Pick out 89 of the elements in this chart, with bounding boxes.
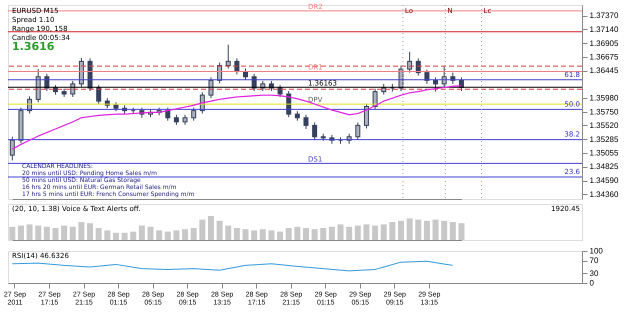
bar — [164, 232, 171, 240]
y-tick-label: 1.35055 — [590, 148, 619, 158]
y-tick-label: 1.36905 — [590, 38, 619, 48]
bar — [216, 220, 223, 240]
bar — [104, 230, 110, 240]
candlestick — [78, 57, 84, 88]
bar — [61, 226, 68, 240]
bar — [18, 226, 24, 240]
bar — [122, 232, 128, 240]
bar — [312, 229, 318, 240]
bar — [78, 222, 84, 240]
bar — [389, 222, 396, 240]
bar — [234, 228, 240, 240]
bar — [363, 224, 370, 240]
candlestick — [191, 107, 196, 122]
bar — [277, 232, 284, 240]
bar — [458, 223, 464, 240]
y-tick-label: 70 — [590, 256, 599, 266]
candlestick — [407, 51, 412, 74]
y-tick-label: 1.36445 — [590, 66, 619, 76]
y-tick-label: 1.35520 — [590, 120, 619, 130]
bar — [44, 226, 50, 240]
bar — [225, 226, 232, 240]
candlestick — [182, 114, 188, 126]
bar — [450, 222, 456, 240]
bar — [70, 226, 76, 240]
line-series — [12, 260, 454, 272]
bar — [338, 224, 344, 240]
bar — [96, 228, 102, 240]
candlestick — [364, 102, 369, 129]
bar — [148, 226, 154, 240]
bar — [441, 220, 448, 240]
candlestick — [294, 110, 300, 122]
bar — [208, 216, 214, 240]
bar — [156, 230, 162, 240]
annotation: 1.3616 — [12, 40, 55, 53]
candlestick — [174, 114, 179, 126]
y-tick-label: 30 — [590, 268, 599, 278]
bar — [173, 230, 180, 240]
bar — [199, 220, 206, 240]
bar — [268, 230, 274, 240]
bar — [87, 223, 94, 240]
y-tick-label: 1.34590 — [590, 176, 619, 186]
candlestick — [424, 69, 430, 84]
y-tick-label: 0 — [590, 278, 594, 288]
bar — [380, 224, 387, 240]
bar — [294, 226, 300, 240]
y-tick-label: 1.37370 — [590, 11, 619, 20]
y-tick-label: 1.35750 — [590, 107, 619, 116]
y-tick-label: 1.35980 — [590, 94, 619, 103]
bar — [286, 228, 292, 240]
bar — [242, 229, 249, 240]
y-tick-label: 1.36675 — [590, 52, 619, 62]
bar — [112, 232, 119, 240]
bar — [354, 226, 361, 240]
bar — [52, 228, 58, 240]
candlestick — [312, 122, 318, 141]
bar — [346, 226, 352, 240]
bar — [432, 220, 439, 240]
bar — [182, 229, 188, 240]
bar — [35, 226, 42, 240]
bar — [130, 232, 136, 240]
bar — [138, 226, 145, 240]
y-tick-label: 100 — [590, 246, 604, 256]
bar — [406, 218, 413, 240]
candlestick — [36, 68, 41, 103]
bar — [398, 220, 404, 240]
bar — [190, 228, 197, 240]
bar — [251, 230, 258, 240]
candlestick — [433, 76, 438, 92]
bar — [415, 220, 422, 240]
bar — [328, 226, 335, 240]
bar — [9, 226, 16, 240]
candlestick — [355, 122, 360, 140]
y-tick-label: 1.35285 — [590, 134, 619, 144]
candlestick — [278, 84, 283, 98]
bar — [260, 229, 266, 240]
y-tick-label: 1.37140 — [590, 24, 619, 34]
bar — [26, 224, 33, 240]
bar — [302, 228, 309, 240]
bar — [372, 226, 378, 240]
candlestick — [226, 44, 231, 69]
candlestick — [303, 114, 308, 130]
candlestick — [96, 84, 102, 105]
candlestick — [10, 136, 15, 161]
bar — [424, 220, 430, 240]
bar — [320, 228, 326, 240]
y-tick-label: 1.34825 — [590, 162, 619, 172]
y-tick-label: 1.34360 — [590, 190, 619, 199]
